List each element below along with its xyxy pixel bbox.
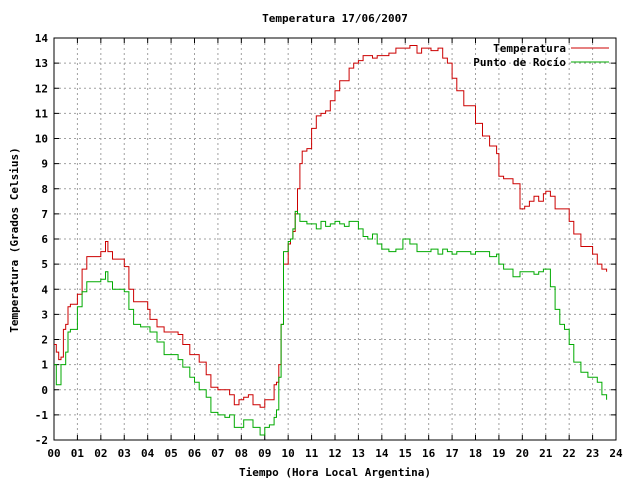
y-tick-label: 6: [41, 233, 48, 246]
x-tick-label: 18: [469, 447, 482, 460]
y-tick-label: 10: [35, 133, 48, 146]
y-tick-label: 5: [41, 258, 48, 271]
x-tick-label: 12: [328, 447, 341, 460]
x-tick-label: 10: [282, 447, 295, 460]
y-tick-label: 12: [35, 82, 48, 95]
x-tick-label: 22: [563, 447, 576, 460]
x-axis-label: Tiempo (Hora Local Argentina): [239, 466, 431, 479]
y-tick-label: -2: [35, 434, 48, 447]
x-tick-label: 07: [211, 447, 224, 460]
series-layer: [54, 45, 608, 436]
y-tick-label: 14: [35, 32, 49, 45]
x-tick-label: 00: [47, 447, 60, 460]
grid-layer: [54, 38, 616, 440]
x-tick-label: 09: [258, 447, 271, 460]
legend-label: Punto de Rocío: [473, 56, 566, 69]
y-tick-label: 7: [41, 208, 48, 221]
x-tick-label: 19: [492, 447, 505, 460]
y-tick-label: 0: [41, 384, 48, 397]
x-tick-label: 01: [71, 447, 85, 460]
x-tick-label: 06: [188, 447, 202, 460]
x-tick-label: 03: [118, 447, 131, 460]
x-tick-label: 04: [141, 447, 155, 460]
x-tick-label: 15: [399, 447, 412, 460]
x-tick-label: 11: [305, 447, 319, 460]
x-tick-label: 13: [352, 447, 365, 460]
x-tick-label: 14: [375, 447, 389, 460]
series-line-punto-de-rocio: [54, 210, 608, 436]
y-tick-label: 8: [41, 183, 48, 196]
y-tick-label: 13: [35, 57, 48, 70]
y-axis-label: Temperatura (Grados Celsius): [8, 147, 21, 332]
x-tick-label: 24: [609, 447, 623, 460]
y-tick-label: 3: [41, 308, 48, 321]
legend-label: Temperatura: [493, 42, 566, 55]
y-tick-label: 1: [41, 359, 48, 372]
axis-layer: 00 01 02 03 04 05 06 07 08 09 10 11 12 13 14 15 16 17 18 19…: [35, 32, 623, 460]
chart-title: Temperatura 17/06/2007: [262, 12, 408, 25]
y-tick-label: 9: [41, 158, 48, 171]
x-tick-label: 05: [164, 447, 177, 460]
series-line-temperatura: [54, 45, 608, 408]
y-tick-label: 2: [41, 334, 48, 347]
x-tick-label: 02: [94, 447, 107, 460]
x-tick-label: 08: [235, 447, 248, 460]
x-tick-label: 16: [422, 447, 436, 460]
x-tick-label: 21: [539, 447, 553, 460]
y-tick-label: 4: [41, 283, 48, 296]
x-tick-label: 23: [586, 447, 599, 460]
y-tick-label: 11: [35, 107, 49, 120]
x-tick-label: 17: [445, 447, 458, 460]
x-tick-label: 20: [516, 447, 529, 460]
y-tick-label: -1: [35, 409, 49, 422]
